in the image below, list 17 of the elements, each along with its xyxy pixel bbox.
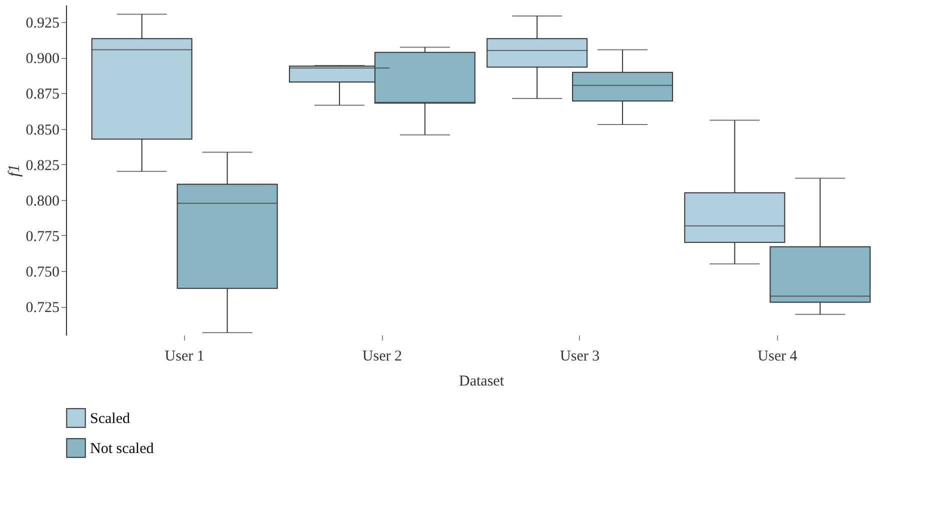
x-tick-label: User 4	[758, 348, 798, 364]
y-tick-label: 0.725	[26, 300, 60, 316]
y-axis-title: f1	[6, 164, 23, 177]
y-tick-label: 0.850	[26, 122, 60, 138]
x-axis-title: Dataset	[459, 374, 505, 390]
legend-label: Scaled	[90, 411, 130, 427]
y-tick-label: 0.750	[26, 264, 60, 280]
y-tick-label: 0.900	[26, 51, 60, 68]
y-tick-label: 0.775	[26, 228, 60, 245]
y-tick-label: 0.925	[26, 16, 60, 32]
x-tick-label: User 1	[164, 348, 204, 364]
x-tick-label: User 3	[560, 348, 600, 364]
y-tick-label: 0.875	[26, 86, 60, 103]
y-tick-label: 0.800	[26, 193, 60, 210]
legend-label: Not scaled	[90, 441, 154, 457]
y-tick-label: 0.825	[26, 158, 60, 174]
x-tick-label: User 2	[362, 348, 402, 364]
